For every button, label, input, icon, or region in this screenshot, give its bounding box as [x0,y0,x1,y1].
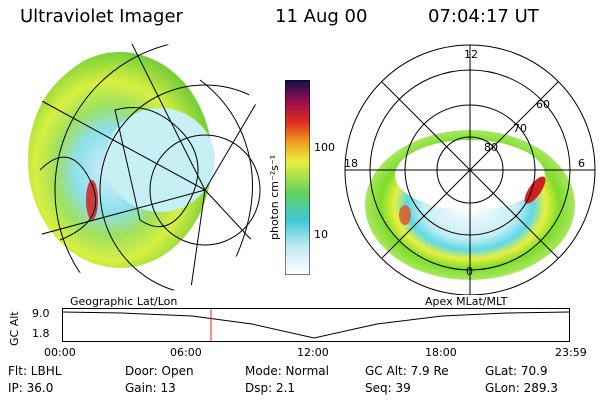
date-label: 11 Aug 00 [275,6,368,27]
mlt-label-0: 0 [466,265,473,278]
colorbar-tick-100: 100 [314,141,335,154]
mlat-label-70: 70 [513,122,527,135]
status-seq: Seq: 39 [365,381,411,395]
colorbar [285,80,310,275]
mlat-label-60: 60 [536,98,550,111]
status-mode: Mode: Normal [245,364,329,378]
altitude-ytick-bottom: 1.8 [32,327,50,340]
status-glon: GLon: 289.3 [485,381,558,395]
mlt-label-6: 6 [578,157,585,170]
geographic-image [23,43,273,293]
status-dsp: Dsp: 2.1 [245,381,296,395]
status-gain: Gain: 13 [125,381,176,395]
xtick-2359: 23:59 [555,346,587,359]
right-panel-title: Apex MLat/MLT [425,295,508,308]
xtick-1200: 12:00 [297,346,329,359]
xtick-1800: 18:00 [425,346,457,359]
status-glat: GLat: 70.9 [485,364,548,378]
mlt-label-18: 18 [344,157,358,170]
altitude-ytick-top: 9.0 [32,307,50,320]
colorbar-tick-10: 10 [314,228,328,241]
status-flt: Flt: LBHL [8,364,62,378]
xtick-0000: 00:00 [44,346,76,359]
status-door: Door: Open [125,364,194,378]
left-panel-title: Geographic Lat/Lon [70,295,178,308]
altitude-ylabel: GC Alt [8,311,21,346]
time-label: 07:04:17 UT [428,6,539,27]
instrument-title: Ultraviolet Imager [20,6,183,27]
colorbar-units: photon cm⁻²s⁻¹ [268,154,281,240]
status-gc-alt: GC Alt: 7.9 Re [365,364,449,378]
altitude-plot [62,308,570,342]
status-ip: IP: 36.0 [8,381,54,395]
mlt-label-12: 12 [464,48,478,61]
mlat-label-80: 80 [484,141,498,154]
mlat-mlt-image [344,44,596,295]
xtick-0600: 06:00 [170,346,202,359]
